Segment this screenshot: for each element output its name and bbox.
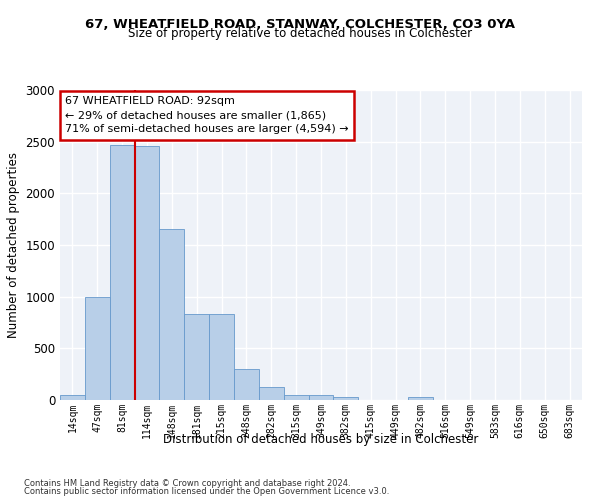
Bar — [85, 296, 110, 400]
Bar — [160, 230, 184, 400]
Bar — [134, 146, 160, 400]
Text: Distribution of detached houses by size in Colchester: Distribution of detached houses by size … — [163, 432, 479, 446]
Text: 67, WHEATFIELD ROAD, STANWAY, COLCHESTER, CO3 0YA: 67, WHEATFIELD ROAD, STANWAY, COLCHESTER… — [85, 18, 515, 30]
Bar — [308, 396, 334, 400]
Bar — [259, 386, 284, 400]
Bar — [184, 314, 209, 400]
Bar — [408, 397, 433, 400]
Bar — [334, 397, 358, 400]
Bar — [234, 369, 259, 400]
Bar — [110, 145, 134, 400]
Y-axis label: Number of detached properties: Number of detached properties — [7, 152, 20, 338]
Bar — [284, 395, 308, 400]
Text: 67 WHEATFIELD ROAD: 92sqm
← 29% of detached houses are smaller (1,865)
71% of se: 67 WHEATFIELD ROAD: 92sqm ← 29% of detac… — [65, 96, 349, 134]
Text: Size of property relative to detached houses in Colchester: Size of property relative to detached ho… — [128, 28, 472, 40]
Bar — [60, 395, 85, 400]
Bar — [209, 314, 234, 400]
Text: Contains HM Land Registry data © Crown copyright and database right 2024.: Contains HM Land Registry data © Crown c… — [24, 478, 350, 488]
Text: Contains public sector information licensed under the Open Government Licence v3: Contains public sector information licen… — [24, 487, 389, 496]
